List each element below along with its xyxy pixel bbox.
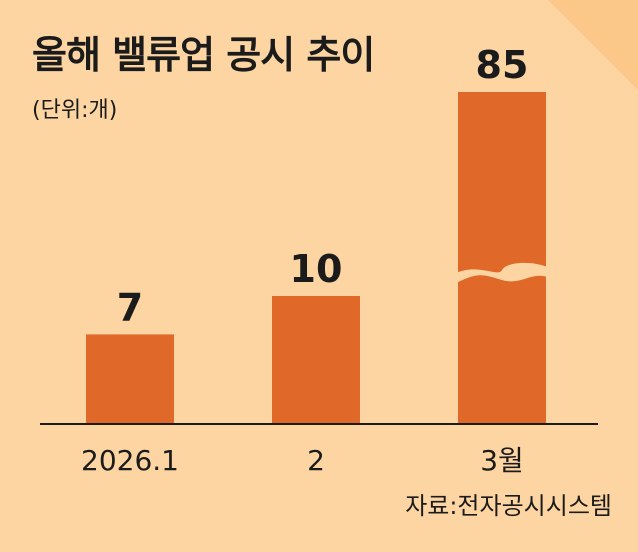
category-label-2: 2 bbox=[307, 444, 325, 477]
value-label-2: 10 bbox=[290, 247, 343, 291]
category-label-3: 3월 bbox=[480, 444, 524, 477]
bar-3 bbox=[458, 92, 546, 424]
corner-decoration bbox=[548, 0, 638, 90]
bar-2 bbox=[272, 296, 360, 424]
axis-break-mark bbox=[454, 262, 550, 284]
chart-title: 올해 밸류업 공시 추이 bbox=[32, 33, 375, 77]
value-label-3: 85 bbox=[476, 43, 529, 87]
value-label-1: 7 bbox=[117, 285, 143, 329]
category-label-1: 2026.1 bbox=[81, 444, 179, 477]
source-note: 자료:전자공시시스템 bbox=[405, 492, 612, 520]
unit-note: (단위:개) bbox=[32, 98, 118, 123]
bar-1 bbox=[86, 334, 174, 424]
